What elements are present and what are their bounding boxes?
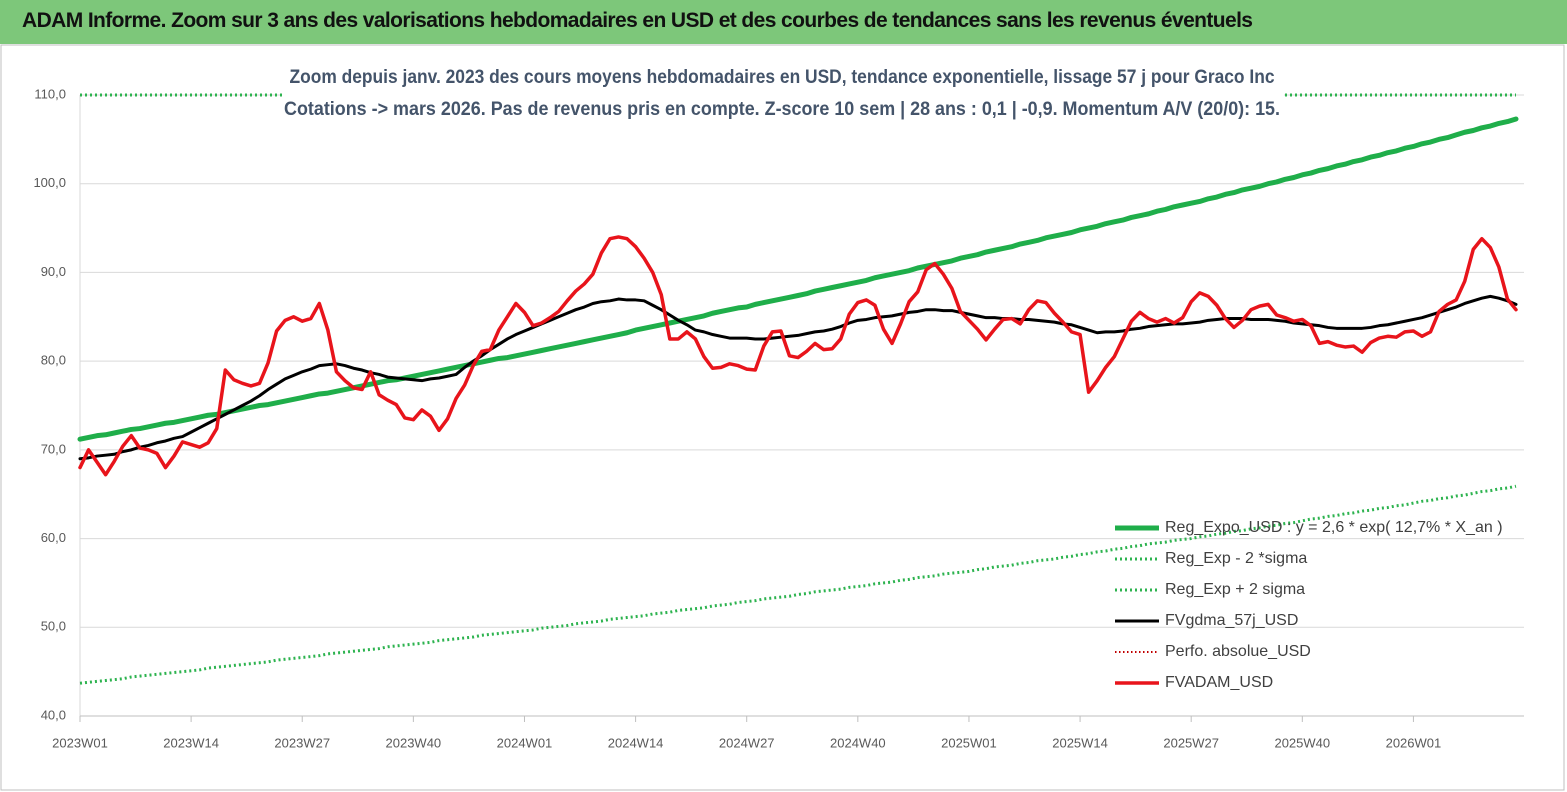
y-tick-label: 110,0 <box>34 86 66 101</box>
legend-label: Reg_Exp + 2 sigma <box>1165 581 1305 598</box>
y-tick-label: 50,0 <box>41 619 66 634</box>
series-line <box>77 116 1519 442</box>
grid: 40,0 50,0 60,0 70,0 80,0 90,0 100,0 110,0 2023W0… <box>33 86 1524 750</box>
x-tick-label: 2023W40 <box>386 735 442 750</box>
y-tick-label: 40,0 <box>41 707 66 722</box>
chart-subtitle: Cotations -> mars 2026. Pas de revenus p… <box>284 99 1280 120</box>
series-line <box>79 484 1517 685</box>
x-tick-label: 2023W14 <box>163 735 219 750</box>
x-tick-label: 2024W14 <box>608 735 664 750</box>
legend-label: Perfo. absolue_USD <box>1165 643 1311 660</box>
header-title: ADAM Informe. Zoom sur 3 ans des valoris… <box>22 9 1253 32</box>
y-tick-label: 70,0 <box>41 441 66 456</box>
x-tick-label: 2025W27 <box>1163 735 1219 750</box>
y-tick-label: 100,0 <box>33 175 66 190</box>
y-tick-label: 60,0 <box>41 530 66 545</box>
x-tick-label: 2024W01 <box>497 735 553 750</box>
x-tick-label: 2025W14 <box>1052 735 1108 750</box>
title-backdrop <box>282 62 1284 126</box>
y-tick-label: 90,0 <box>41 264 66 279</box>
chart-title: Zoom depuis janv. 2023 des cours moyens … <box>290 67 1275 88</box>
legend-label: Reg_Expo_USD : y = 2,6 * exp( 12,7% * X_… <box>1165 519 1503 536</box>
x-tick-label: 2024W40 <box>830 735 886 750</box>
x-tick-label: 2023W01 <box>52 735 108 750</box>
chart: 40,0 50,0 60,0 70,0 80,0 90,0 100,0 110,0 2023W0… <box>0 44 1565 791</box>
legend: Reg_Expo_USD : y = 2,6 * exp( 12,7% * X_… <box>1115 519 1503 691</box>
x-tick-label: 2025W40 <box>1274 735 1330 750</box>
x-tick-label: 2025W01 <box>941 735 997 750</box>
x-tick-label: 2026W01 <box>1386 735 1442 750</box>
series-line <box>78 294 1518 461</box>
legend-label: FVADAM_USD <box>1165 674 1273 691</box>
legend-label: FVgdma_57j_USD <box>1165 612 1298 629</box>
legend-label: Reg_Exp - 2 *sigma <box>1165 550 1307 567</box>
x-tick-label: 2024W27 <box>719 735 775 750</box>
x-tick-label: 2023W27 <box>274 735 330 750</box>
y-tick-label: 80,0 <box>41 353 66 368</box>
series-line <box>78 235 1518 477</box>
chart-frame <box>0 44 1565 791</box>
header-bar: ADAM Informe. Zoom sur 3 ans des valoris… <box>0 0 1567 44</box>
